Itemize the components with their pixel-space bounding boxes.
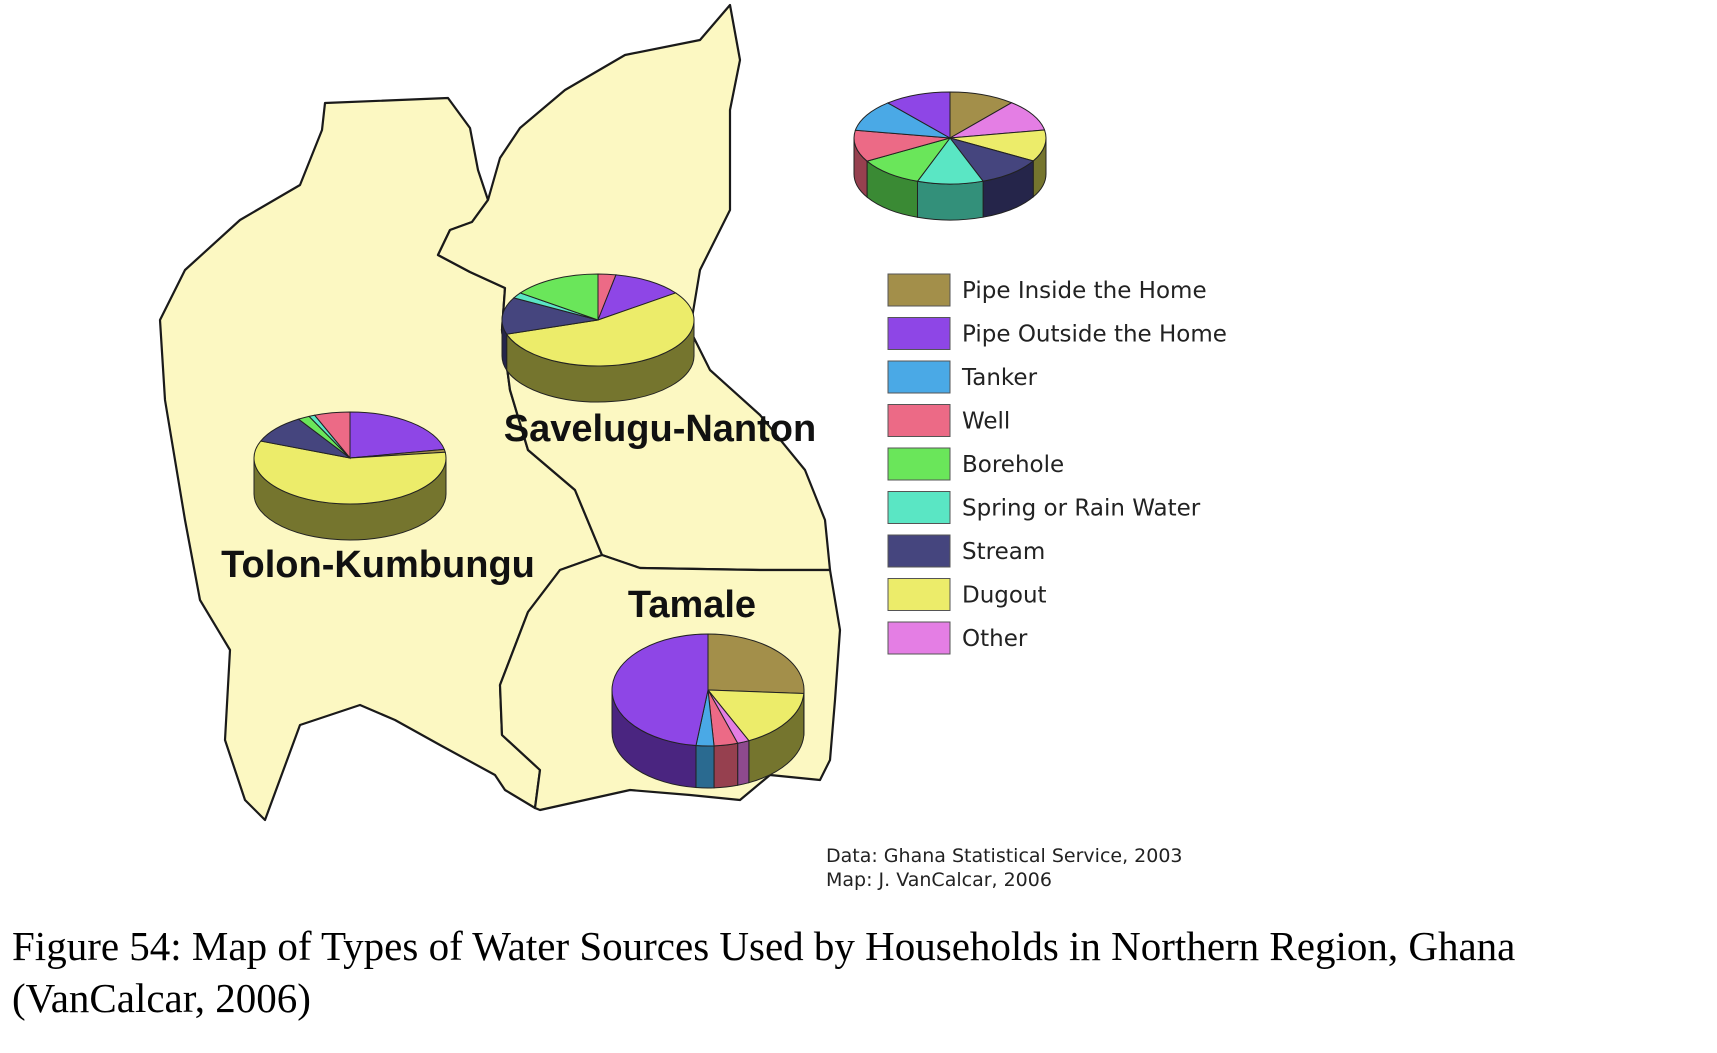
legend-label-5: Spring or Rain Water [962, 496, 1201, 522]
data-source-note: Data: Ghana Statistical Service, 2003 [826, 845, 1183, 867]
pie-legend_key-slice-7 [854, 102, 951, 139]
legend-swatch-1 [887, 317, 951, 350]
pie-legend_key-slice-8 [886, 91, 951, 139]
pie-tamale-slice-1 [706, 689, 805, 742]
pie-legend_key-side-4 [916, 180, 984, 221]
legend-swatch-0 [887, 273, 951, 307]
figure-caption: Figure 54: Map of Types of Water Sources… [12, 920, 1712, 1024]
label-tolon-kumbungu: Tolon-Kumbungu [221, 544, 535, 586]
legend-swatch-6 [887, 534, 951, 568]
label-savelugu-nanton: Savelugu-Nanton [504, 408, 816, 450]
legend-label-7: Dugout [962, 583, 1047, 609]
legend-label-4: Borehole [962, 452, 1064, 478]
pie-legend_key-slice-0 [949, 91, 1013, 139]
caption-line-1: Figure 54: Map of Types of Water Sources… [12, 923, 1516, 969]
legend: Pipe Inside the Home Pipe Outside the Hom… [887, 273, 1227, 655]
pie-tolon-slice-6 [313, 411, 351, 460]
legend-swatch-7 [887, 578, 951, 611]
pie-savelugu-slice-1 [597, 274, 677, 321]
pie-tamale-side-2 [737, 740, 750, 786]
pie-legend_key-slice-5 [866, 137, 952, 182]
pie-savelugu-slice-3 [501, 297, 599, 335]
label-tamale: Tamale [628, 584, 756, 626]
legend-label-8: Other [962, 626, 1028, 652]
legend-swatch-5 [887, 491, 951, 524]
legend-swatch-2 [887, 360, 951, 394]
pie-legend_key-slice-4 [916, 137, 984, 185]
legend-label-6: Stream [962, 539, 1045, 565]
legend-label-2: Tanker [961, 365, 1038, 391]
legend-label-0: Pipe Inside the Home [962, 278, 1207, 304]
pie-tamale-slice-5 [611, 633, 709, 747]
pie-tamale-slice-0 [707, 633, 805, 695]
pie-savelugu-slice-5 [519, 273, 599, 321]
pie-legend_key-slice-2 [949, 129, 1047, 162]
legend-swatch-4 [887, 447, 951, 481]
pie-legend_key-slice-1 [949, 102, 1046, 139]
caption-line-2: (VanCalcar, 2006) [12, 975, 311, 1021]
pie-savelugu-slice-2 [505, 292, 695, 367]
pie-legend_key-slice-3 [948, 137, 1035, 182]
pie-tolon-slice-2 [253, 440, 447, 505]
legend-swatch-8 [887, 621, 951, 655]
legend-label-1: Pipe Outside the Home [962, 322, 1227, 348]
pie-legend_key-slice-6 [853, 129, 951, 162]
pie-tamale-side-4 [695, 745, 715, 789]
legend-label-3: Well [962, 409, 1010, 435]
pie-tamale-side-3 [713, 742, 739, 789]
legend-swatch-3 [887, 404, 951, 437]
pie-tolon-slice-0 [349, 411, 446, 459]
pie-charts [253, 91, 1047, 789]
map-author-note: Map: J. VanCalcar, 2006 [826, 869, 1052, 891]
